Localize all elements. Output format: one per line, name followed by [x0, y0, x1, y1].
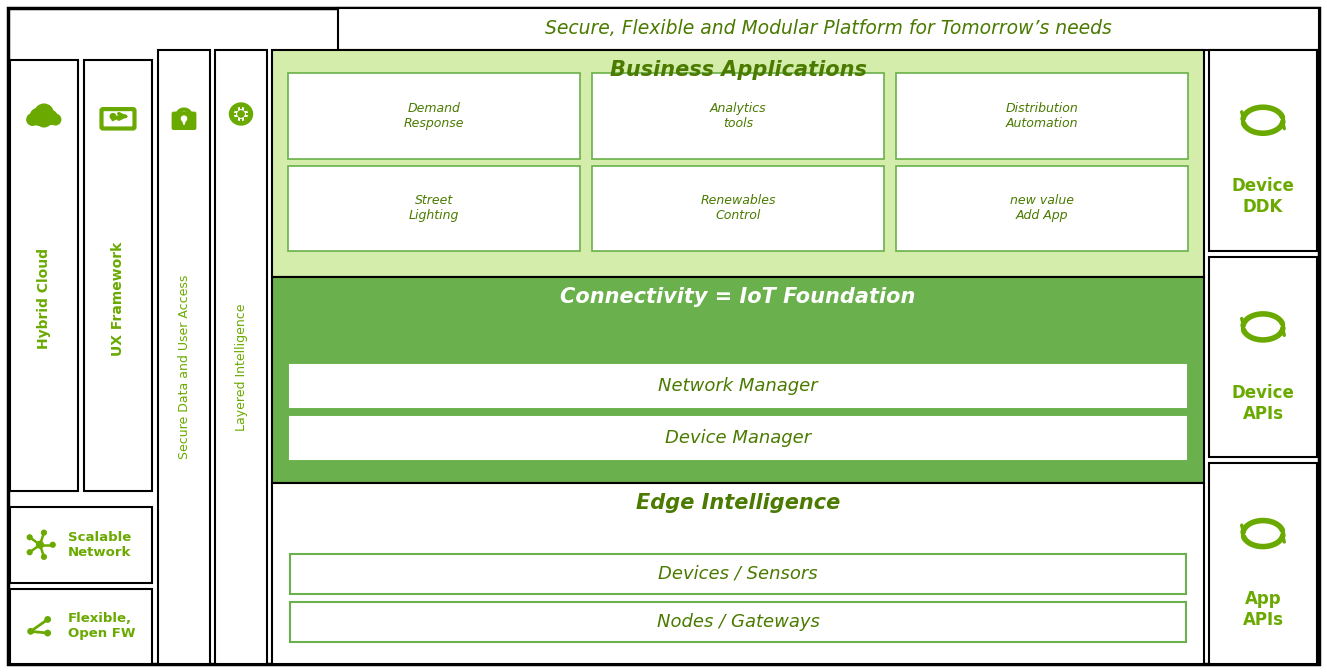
FancyBboxPatch shape [235, 108, 238, 111]
Circle shape [50, 542, 56, 547]
Text: Secure, Flexible and Modular Platform for Tomorrow’s needs: Secure, Flexible and Modular Platform fo… [545, 19, 1112, 38]
FancyBboxPatch shape [171, 112, 196, 130]
FancyBboxPatch shape [592, 165, 884, 251]
Circle shape [36, 111, 52, 127]
Text: new value
Add App: new value Add App [1010, 194, 1074, 222]
Ellipse shape [230, 103, 252, 125]
FancyBboxPatch shape [272, 483, 1204, 664]
Circle shape [182, 116, 187, 121]
Circle shape [35, 104, 53, 122]
FancyBboxPatch shape [84, 60, 153, 491]
Circle shape [31, 108, 46, 125]
FancyBboxPatch shape [11, 60, 78, 491]
Circle shape [27, 114, 38, 125]
Text: Flexible,
Open FW: Flexible, Open FW [68, 612, 135, 640]
FancyBboxPatch shape [896, 73, 1188, 159]
Text: UX Framework: UX Framework [111, 241, 125, 355]
Text: Devices / Sensors: Devices / Sensors [658, 565, 817, 583]
Circle shape [238, 111, 244, 117]
FancyBboxPatch shape [592, 73, 884, 159]
Circle shape [37, 542, 44, 548]
Circle shape [28, 535, 32, 540]
FancyBboxPatch shape [244, 108, 247, 111]
Circle shape [235, 108, 247, 120]
FancyBboxPatch shape [272, 277, 1204, 483]
Circle shape [44, 616, 50, 623]
Text: Demand
Response: Demand Response [403, 101, 464, 130]
FancyBboxPatch shape [1209, 257, 1316, 458]
Text: Street
Lighting: Street Lighting [409, 194, 459, 222]
Text: Distribution
Automation: Distribution Automation [1006, 101, 1079, 130]
FancyBboxPatch shape [288, 165, 580, 251]
Text: Business Applications: Business Applications [609, 60, 867, 80]
Text: Analytics
tools: Analytics tools [710, 101, 766, 130]
Text: Scalable
Network: Scalable Network [68, 531, 131, 558]
FancyBboxPatch shape [338, 8, 1319, 50]
FancyBboxPatch shape [234, 113, 236, 116]
FancyBboxPatch shape [235, 117, 238, 120]
FancyBboxPatch shape [244, 117, 247, 120]
Circle shape [42, 110, 57, 124]
Text: Hybrid Cloud: Hybrid Cloud [37, 248, 50, 349]
FancyBboxPatch shape [1209, 50, 1316, 251]
FancyBboxPatch shape [11, 507, 153, 583]
Circle shape [44, 630, 50, 636]
FancyBboxPatch shape [158, 50, 210, 664]
Text: Edge Intelligence: Edge Intelligence [636, 493, 840, 513]
Circle shape [41, 554, 46, 559]
Text: Nodes / Gateways: Nodes / Gateways [657, 613, 820, 631]
Text: Device Manager: Device Manager [665, 429, 811, 447]
Text: Secure Data and User Access: Secure Data and User Access [178, 275, 191, 459]
FancyBboxPatch shape [240, 119, 243, 122]
Polygon shape [182, 118, 186, 124]
Text: Connectivity = IoT Foundation: Connectivity = IoT Foundation [560, 287, 916, 307]
Circle shape [28, 628, 35, 635]
Text: Network Manager: Network Manager [658, 377, 817, 395]
Text: App
APIs: App APIs [1242, 591, 1283, 629]
Circle shape [41, 530, 46, 535]
Circle shape [50, 114, 61, 125]
FancyBboxPatch shape [245, 113, 248, 116]
FancyBboxPatch shape [291, 602, 1186, 642]
FancyBboxPatch shape [8, 8, 1319, 664]
FancyBboxPatch shape [291, 365, 1186, 407]
FancyBboxPatch shape [272, 50, 1204, 277]
Text: Device
DDK: Device DDK [1231, 177, 1294, 216]
Text: Renewables
Control: Renewables Control [701, 194, 776, 222]
Text: Layered Intelligence: Layered Intelligence [235, 303, 248, 431]
FancyBboxPatch shape [1209, 463, 1316, 664]
FancyBboxPatch shape [288, 73, 580, 159]
Circle shape [28, 550, 32, 554]
Circle shape [110, 114, 115, 119]
FancyBboxPatch shape [291, 554, 1186, 594]
Polygon shape [176, 108, 191, 115]
Text: Device
APIs: Device APIs [1231, 384, 1294, 423]
FancyBboxPatch shape [11, 589, 153, 664]
FancyBboxPatch shape [291, 417, 1186, 459]
FancyBboxPatch shape [240, 106, 243, 109]
FancyBboxPatch shape [28, 116, 60, 123]
FancyBboxPatch shape [896, 165, 1188, 251]
FancyBboxPatch shape [215, 50, 267, 664]
